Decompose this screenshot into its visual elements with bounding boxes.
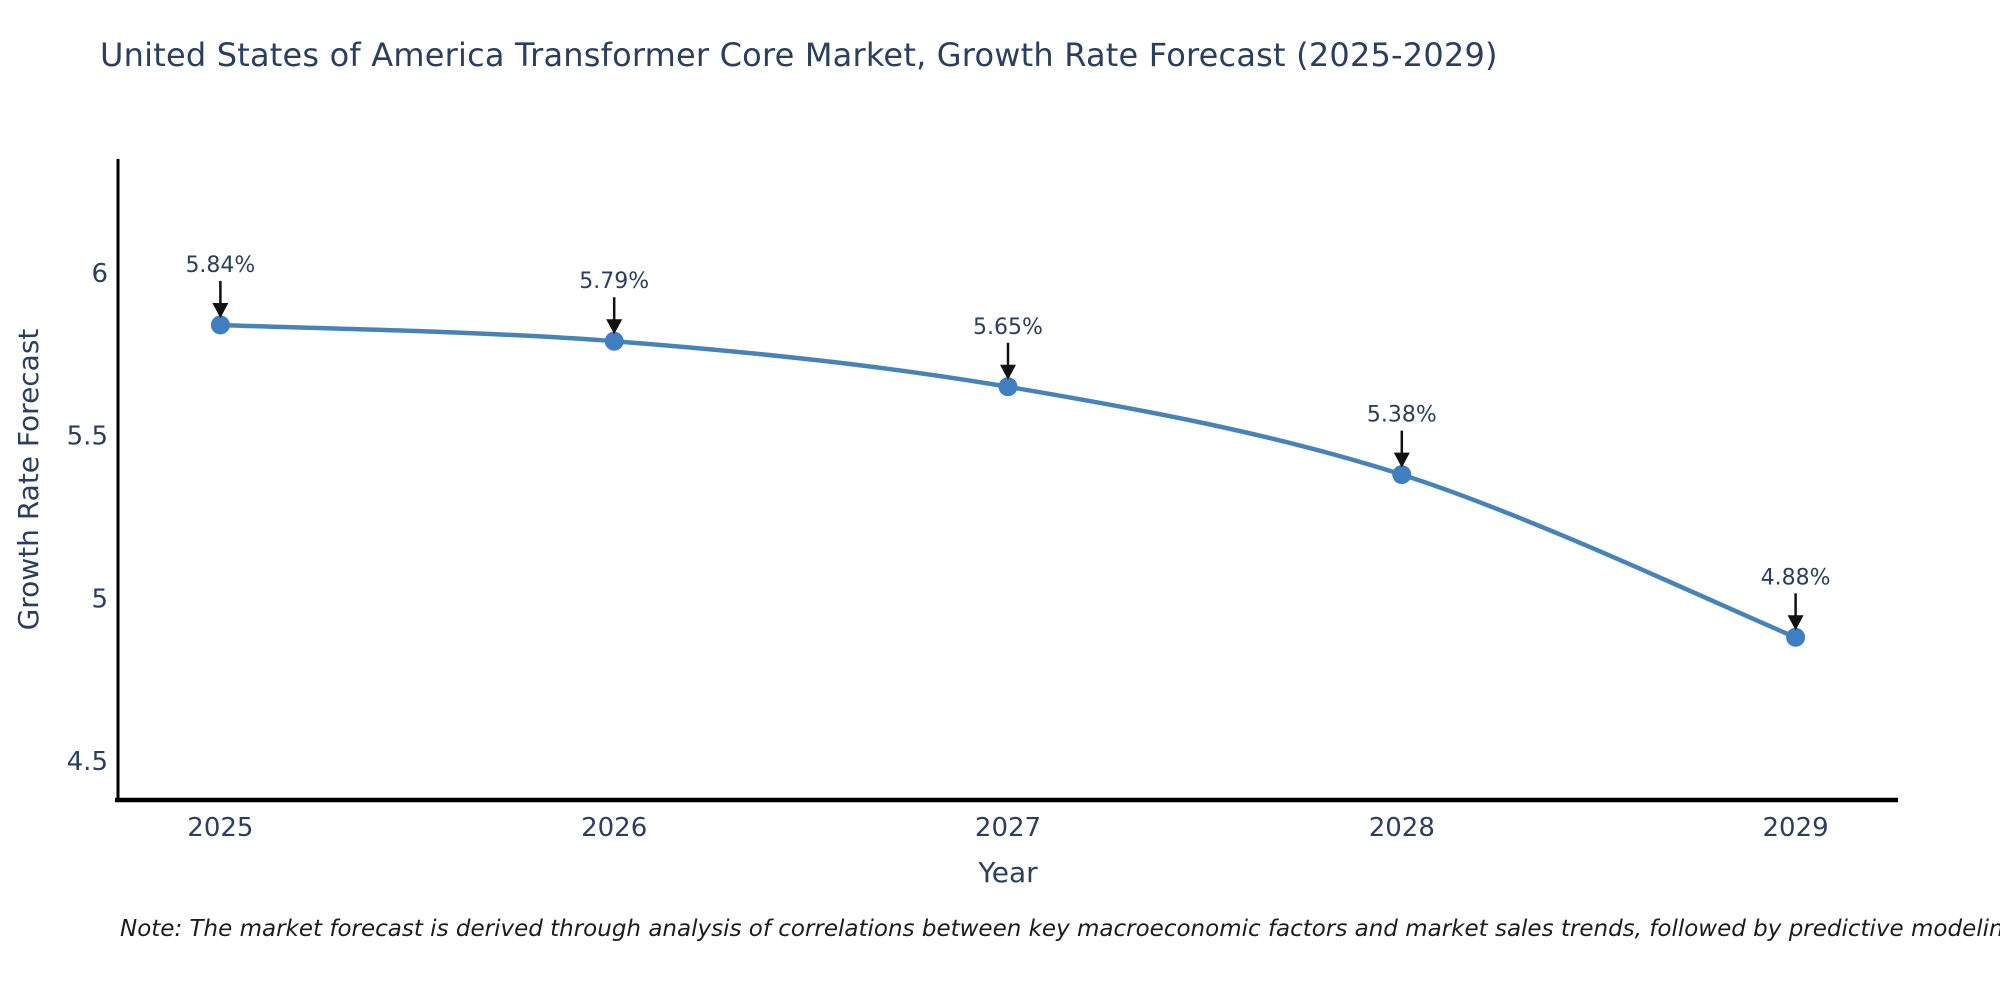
x-axis-tick-label: 2029 xyxy=(1763,813,1829,843)
chart-title: United States of America Transformer Cor… xyxy=(100,36,1498,74)
data-point-marker xyxy=(210,315,230,335)
y-axis-title: Growth Rate Forecast xyxy=(12,329,45,631)
x-axis-title: Year xyxy=(977,856,1038,889)
data-point-label: 5.84% xyxy=(185,253,255,278)
y-axis-tick-label: 6 xyxy=(91,259,108,289)
data-point-label: 5.38% xyxy=(1367,403,1437,428)
y-axis-tick-label: 5 xyxy=(91,584,108,614)
x-axis-tick-label: 2027 xyxy=(975,813,1041,843)
data-point-marker xyxy=(604,331,624,351)
data-point-marker xyxy=(998,377,1018,397)
x-axis-tick-label: 2026 xyxy=(581,813,647,843)
annotation-arrow-head xyxy=(1393,452,1410,468)
data-point-marker xyxy=(1392,465,1412,485)
annotation-arrow-head xyxy=(606,319,623,335)
y-axis-tick-label: 4.5 xyxy=(67,747,108,777)
x-axis-tick-label: 2025 xyxy=(187,813,253,843)
footnote: Note: The market forecast is derived thr… xyxy=(120,916,2000,942)
x-axis-tick-label: 2028 xyxy=(1369,813,1435,843)
data-point-label: 5.79% xyxy=(579,269,649,294)
annotation-arrow-head xyxy=(212,302,229,318)
data-point-label: 5.65% xyxy=(973,315,1043,340)
y-axis-tick-label: 5.5 xyxy=(67,422,108,452)
data-point-label: 4.88% xyxy=(1761,565,1831,590)
annotation-arrow-head xyxy=(1000,364,1016,380)
data-point-marker xyxy=(1786,627,1806,647)
annotation-arrow-head xyxy=(1787,615,1804,631)
